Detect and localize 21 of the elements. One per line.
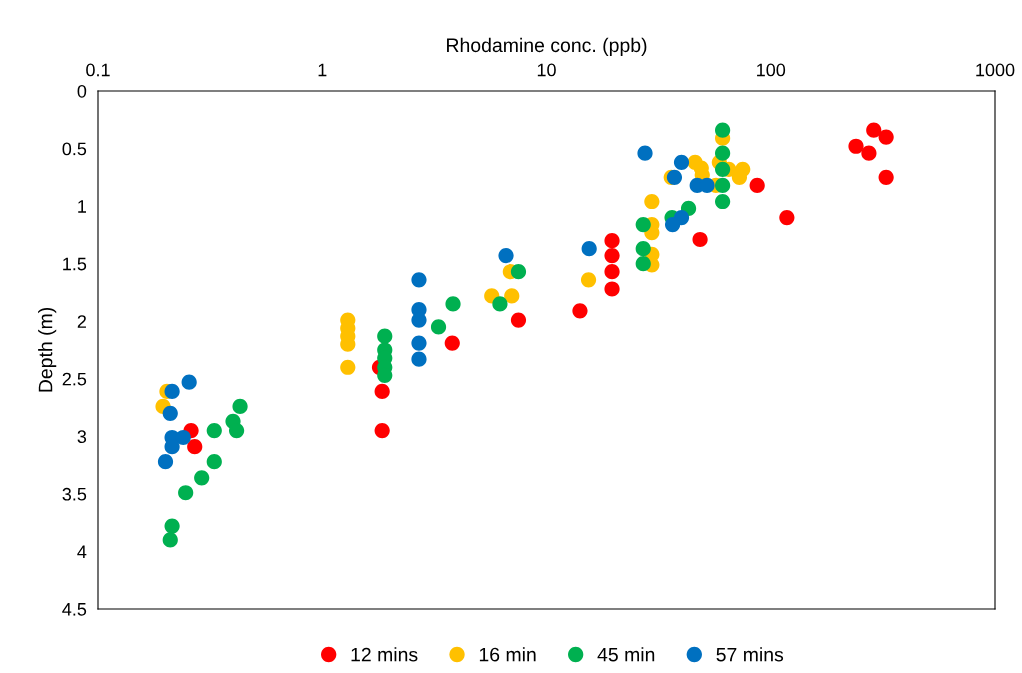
x-tick-label: 0.1: [86, 63, 110, 77]
y-tick-label: 0: [77, 84, 87, 98]
x-tick-label: 1000: [976, 63, 1015, 77]
legend-label: 16 min: [479, 647, 536, 662]
y-tick-label: 0.5: [62, 142, 87, 156]
x-tick-label: 10: [537, 63, 556, 77]
y-tick-label: 1: [78, 200, 87, 213]
legend-label: 57 mins: [716, 647, 784, 662]
y-tick-label: 4: [77, 545, 87, 558]
y-axis-title: Depth (m): [38, 307, 57, 392]
y-tick-label: 1.5: [63, 257, 87, 271]
x-tick-label: 1: [318, 63, 327, 77]
legend-label: 12 mins: [351, 647, 418, 662]
y-tick-label: 2: [77, 315, 86, 328]
y-tick-label: 2.5: [62, 372, 87, 386]
y-tick-label: 3: [77, 430, 87, 444]
x-axis-title: Rhodamine conc. (ppb): [447, 37, 647, 56]
y-tick-label: 3.5: [62, 487, 87, 501]
legend-label: 45 min: [597, 647, 655, 662]
x-tick-label: 100: [757, 63, 786, 77]
y-tick-label: 4.5: [62, 603, 87, 616]
